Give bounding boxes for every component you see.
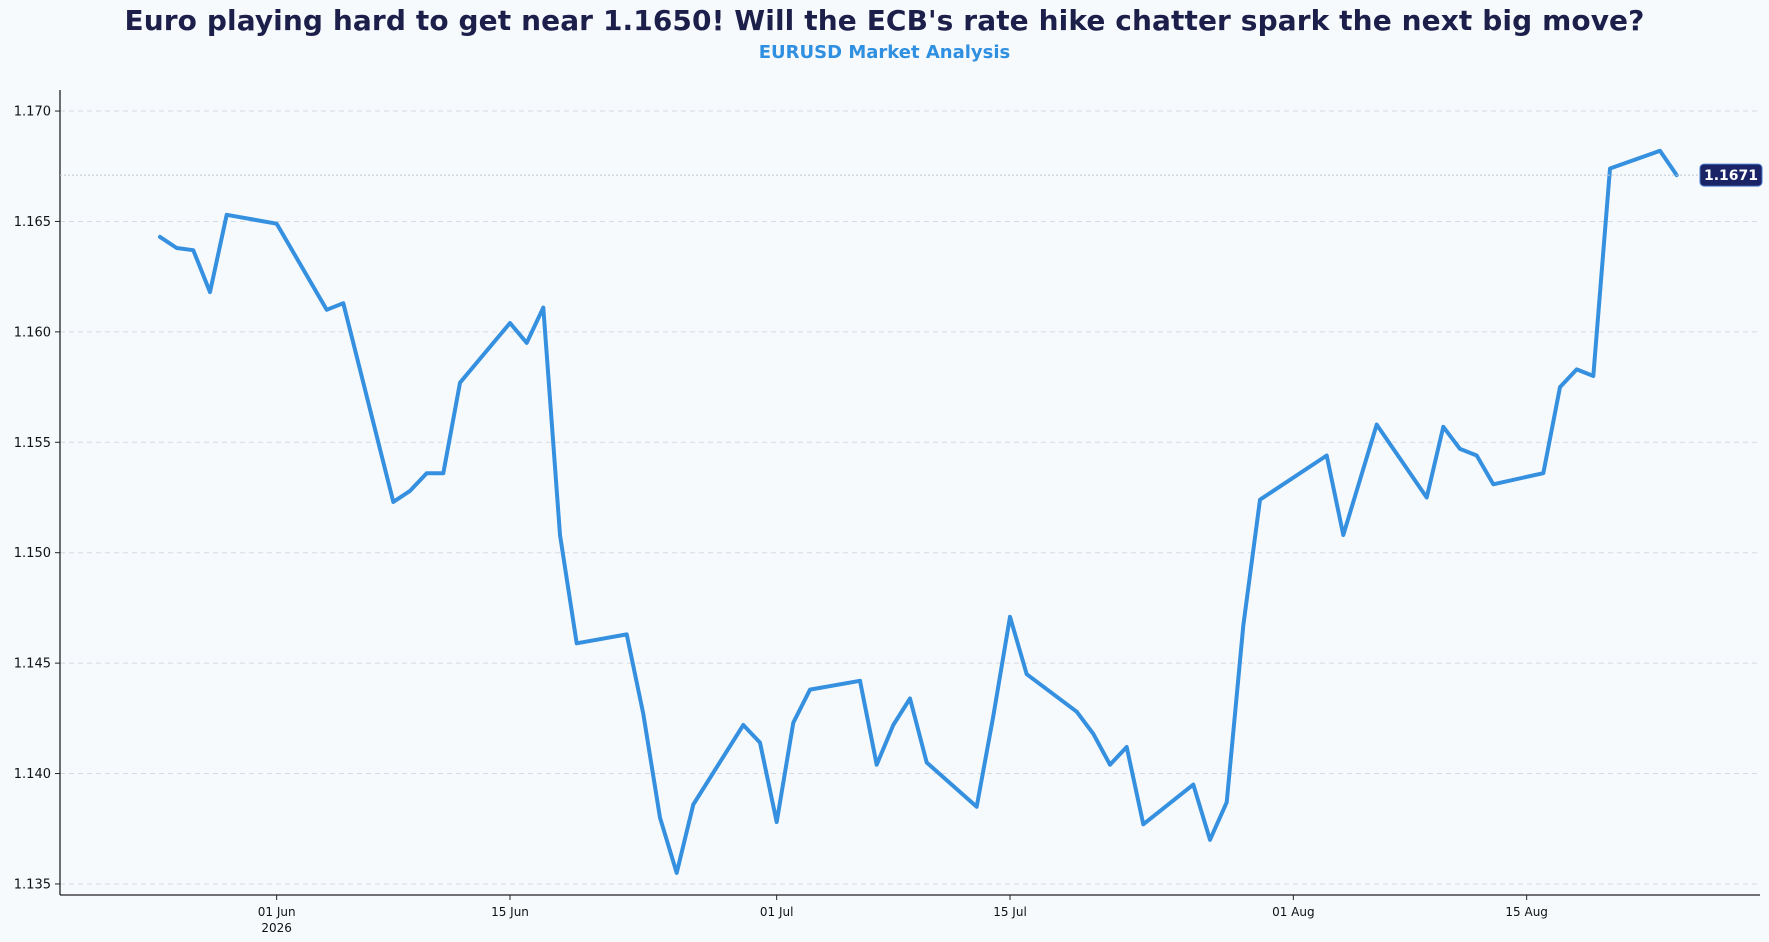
x-tick-label: 01 Jul: [760, 905, 794, 919]
x-axis-ticks: 01 Jun 2026 15 Jun 01 Jul 15 Jul 01 Aug 15 Aug: [258, 895, 1548, 935]
chart-title: Euro playing hard to get near 1.1650! Wi…: [124, 4, 1645, 37]
last-value-badge-bg: [1699, 163, 1763, 187]
x-tick-label: 15 Jun: [491, 905, 529, 919]
gridlines: [60, 110, 1760, 885]
chart-subtitle: EURUSD Market Analysis: [758, 42, 1011, 63]
y-tick-label: 1.170: [14, 105, 51, 120]
x-tick-label: 15 Aug: [1505, 905, 1548, 919]
x-tick-label: 01 Jun: [258, 905, 296, 919]
axes: [59, 90, 1760, 896]
series-group: [158, 148, 1679, 875]
x-tick-label: 15 Jul: [993, 905, 1027, 919]
x-tick-label: 01 Aug: [1272, 905, 1315, 919]
last-value-label: 1.1671: [1704, 168, 1758, 184]
y-axis-ticks: 1.135 1.140 1.145 1.150 1.155 1.160 1.165 1.170: [14, 105, 60, 892]
y-tick-label: 1.160: [14, 325, 51, 340]
x-tick-sublabel: 2026: [261, 921, 292, 935]
y-tick-label: 1.140: [14, 767, 51, 782]
last-value-badge: 1.1671: [60, 163, 1763, 187]
y-tick-label: 1.150: [14, 546, 51, 561]
y-tick-label: 1.135: [14, 877, 51, 892]
y-tick-label: 1.165: [14, 215, 51, 230]
y-tick-label: 1.145: [14, 657, 51, 672]
series-line: [158, 148, 1679, 875]
y-tick-label: 1.155: [14, 436, 51, 451]
